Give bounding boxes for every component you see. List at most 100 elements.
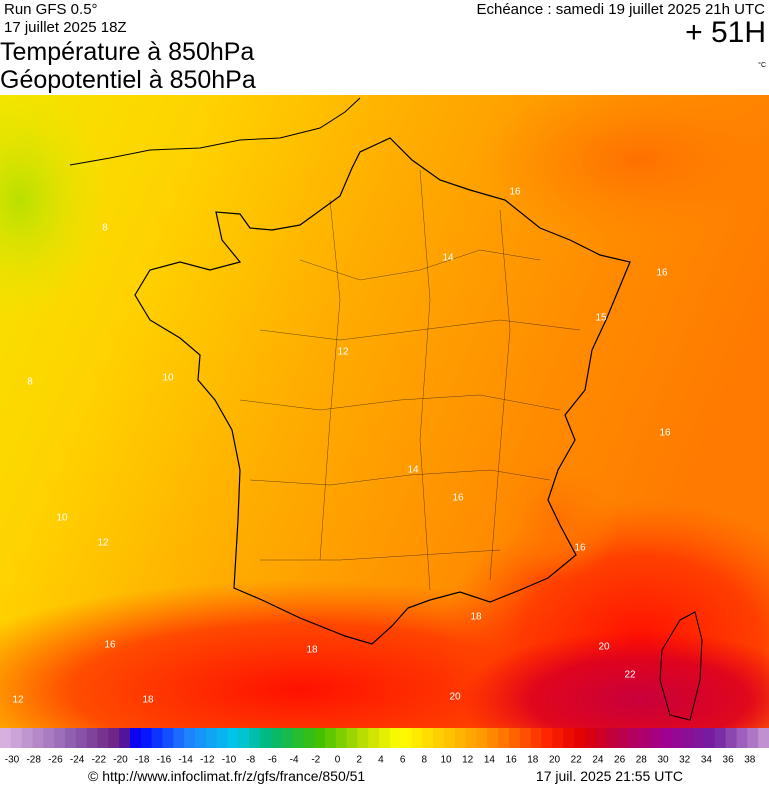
map-field (0, 95, 110, 320)
colorbar-label: 16 (506, 755, 518, 766)
colorbar-swatch (140, 728, 153, 748)
colorbar-swatch (444, 728, 456, 748)
valid-time: Echéance : samedi 19 juillet 2025 21h UT… (476, 1, 765, 18)
colorbar-swatch (21, 728, 33, 748)
colorbar-swatch (628, 728, 640, 748)
contour-label: 18 (470, 612, 482, 623)
colorbar-label: -16 (157, 755, 172, 766)
contour-label: 14 (442, 253, 454, 264)
colorbar-label: -28 (26, 755, 41, 766)
colorbar-swatch (303, 728, 315, 748)
colorbar-label: -12 (200, 755, 215, 766)
colorbar-label: -22 (92, 755, 107, 766)
contour-label: 16 (574, 543, 586, 554)
contour-label: 10 (56, 513, 68, 524)
coastline (69, 97, 361, 166)
colorbar-swatch (389, 728, 402, 748)
colorbar-label: 26 (614, 755, 626, 766)
colorbar-swatch (422, 728, 434, 748)
colorbar-swatch (108, 728, 120, 748)
colorbar-label: 36 (723, 755, 735, 766)
colorbar-swatch (0, 728, 12, 748)
colorbar-swatch (162, 728, 174, 748)
colorbar-swatch (530, 728, 543, 748)
contour-label: 16 (659, 428, 671, 439)
colorbar-label: -26 (48, 755, 63, 766)
colorbar-label: 12 (462, 755, 474, 766)
run-date: 17 juillet 2025 18Z (4, 19, 127, 36)
colorbar-swatch (519, 728, 532, 748)
colorbar-label: -4 (290, 755, 299, 766)
colorbar-swatch (10, 728, 23, 748)
colorbar-swatch (704, 728, 716, 748)
colorbar-swatch (509, 728, 521, 748)
colorbar-swatch (682, 728, 694, 748)
map: 16 8 14 16 15 12 10 8 16 14 16 10 12 16 18 16 18 20 22 12 18… (0, 95, 769, 728)
unit: °C (758, 61, 766, 69)
contour-label: 12 (12, 695, 24, 706)
colorbar-swatch (238, 728, 250, 748)
colorbar-label: 6 (400, 755, 406, 766)
colorbar-label: -8 (246, 755, 255, 766)
colorbar-label: 10 (440, 755, 452, 766)
corsica (659, 611, 703, 721)
map-field (480, 95, 769, 240)
colorbar-swatch (639, 728, 651, 748)
colorbar-swatch (693, 728, 705, 748)
colorbar-swatch (411, 728, 423, 748)
colorbar-swatch (454, 728, 467, 748)
title: Température à 850hPa (0, 38, 254, 66)
colorbar-swatch (433, 728, 445, 748)
colorbar-label: 8 (422, 755, 428, 766)
contour-label: 14 (407, 465, 419, 476)
colorbar-swatch (725, 728, 738, 748)
colorbar-label: -20 (113, 755, 128, 766)
contour-label: 8 (102, 223, 108, 234)
colorbar-swatch (194, 728, 207, 748)
colorbar-label: 32 (679, 755, 691, 766)
colorbar-swatch (259, 728, 272, 748)
colorbar-label: 14 (484, 755, 496, 766)
colorbar-swatch (758, 728, 769, 748)
department-borders (239, 169, 581, 591)
colorbar-swatch (595, 728, 608, 748)
colorbar-swatch (270, 728, 283, 748)
colorbar-swatch (227, 728, 239, 748)
colorbar-swatch (335, 728, 348, 748)
colorbar-swatch (346, 728, 358, 748)
colorbar-swatch (498, 728, 510, 748)
contour-label: 18 (142, 695, 154, 706)
colorbar-swatch (736, 728, 748, 748)
colorbar-swatch (584, 728, 597, 748)
colorbar-swatch (119, 728, 131, 748)
colorbar: -30 -28 -26 -24 -22 -20 -18 -16 -14 -12 -10 -8 -6 -4-… (0, 728, 769, 766)
colorbar-swatch (151, 728, 163, 748)
map-field (500, 460, 620, 580)
colorbar-swatch (249, 728, 261, 748)
colorbar-swatch (184, 728, 196, 748)
colorbar-label: 28 (636, 755, 648, 766)
run: Run GFS 0.5° (4, 1, 98, 18)
source: © http://www.infoclimat.fr/z/gfs/france/… (88, 768, 365, 784)
contour-label: 20 (449, 692, 461, 703)
colorbar-swatch (205, 728, 218, 748)
contour-label: 16 (104, 640, 116, 651)
contour-labels: 16 8 14 16 15 12 10 8 16 14 16 10 12 16 18 16 18 20 22 12 18… (12, 187, 671, 706)
colorbar-swatch (324, 728, 337, 748)
colorbar-swatch (173, 728, 185, 748)
colorbar-swatch (368, 728, 380, 748)
colorbar-swatch (563, 728, 575, 748)
colorbar-label: 20 (549, 755, 561, 766)
colorbar-label: -18 (135, 755, 150, 766)
colorbar-label: 4 (378, 755, 384, 766)
colorbar-swatch (357, 728, 369, 748)
colorbar-label: -24 (70, 755, 85, 766)
colorbar-swatch (281, 728, 293, 748)
colorbar-swatch (97, 728, 109, 748)
colorbar-swatch (574, 728, 586, 748)
contour-label: 20 (598, 642, 610, 653)
colorbar-swatch (292, 728, 304, 748)
contour-label: 22 (624, 670, 636, 681)
colorbar-swatch (649, 728, 662, 748)
